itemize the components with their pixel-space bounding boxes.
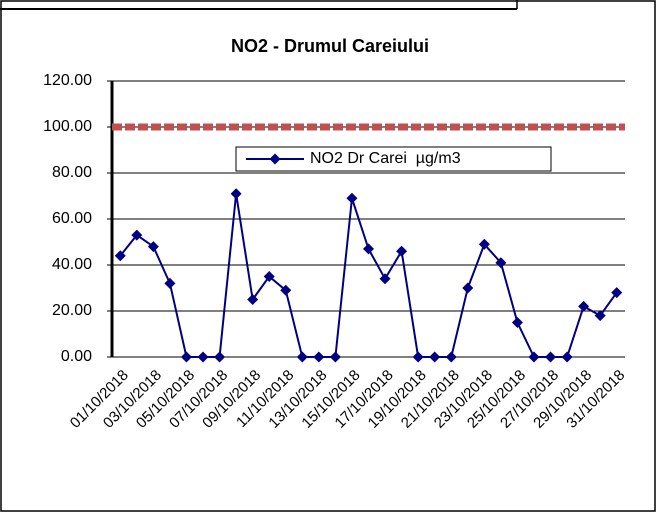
- y-tick-label: 80.00: [52, 164, 92, 181]
- data-point: [247, 294, 259, 305]
- legend-label: NO2 Dr Carei µg/m3: [310, 150, 461, 167]
- data-point: [528, 351, 540, 363]
- data-point: [114, 250, 126, 262]
- y-tick-label: 20.00: [52, 302, 92, 319]
- data-point: [396, 245, 408, 257]
- data-point: [511, 317, 523, 328]
- y-tick-label: 0.00: [61, 348, 92, 365]
- data-point: [313, 351, 325, 363]
- data-point: [578, 300, 590, 312]
- data-point: [429, 351, 441, 363]
- data-point: [363, 243, 374, 255]
- y-tick-label: 120.00: [43, 72, 92, 89]
- data-point: [379, 273, 391, 285]
- data-point: [180, 351, 192, 363]
- data-point: [412, 351, 424, 363]
- data-point: [611, 287, 623, 299]
- y-tick-label: 100.00: [43, 118, 92, 135]
- data-point: [445, 351, 457, 363]
- data-point: [296, 351, 308, 363]
- data-point: [478, 238, 490, 250]
- data-point: [329, 351, 341, 363]
- y-tick-label: 60.00: [52, 210, 92, 227]
- data-point: [230, 188, 242, 200]
- data-point: [462, 282, 474, 294]
- data-point: [164, 277, 176, 289]
- data-point: [594, 310, 606, 322]
- data-point: [346, 192, 358, 204]
- data-point: [561, 351, 573, 363]
- data-point: [263, 271, 275, 282]
- data-point: [495, 257, 507, 269]
- data-point: [545, 351, 557, 363]
- chart-title: NO2 - Drumul Careiului: [231, 36, 429, 56]
- data-point: [131, 229, 143, 241]
- data-point: [214, 351, 226, 363]
- data-point: [280, 284, 292, 296]
- legend: NO2 Dr Carei µg/m3: [235, 146, 552, 172]
- legend-marker: [269, 153, 281, 165]
- y-tick-label: 40.00: [52, 256, 92, 273]
- data-point: [197, 351, 209, 363]
- data-point: [147, 241, 159, 253]
